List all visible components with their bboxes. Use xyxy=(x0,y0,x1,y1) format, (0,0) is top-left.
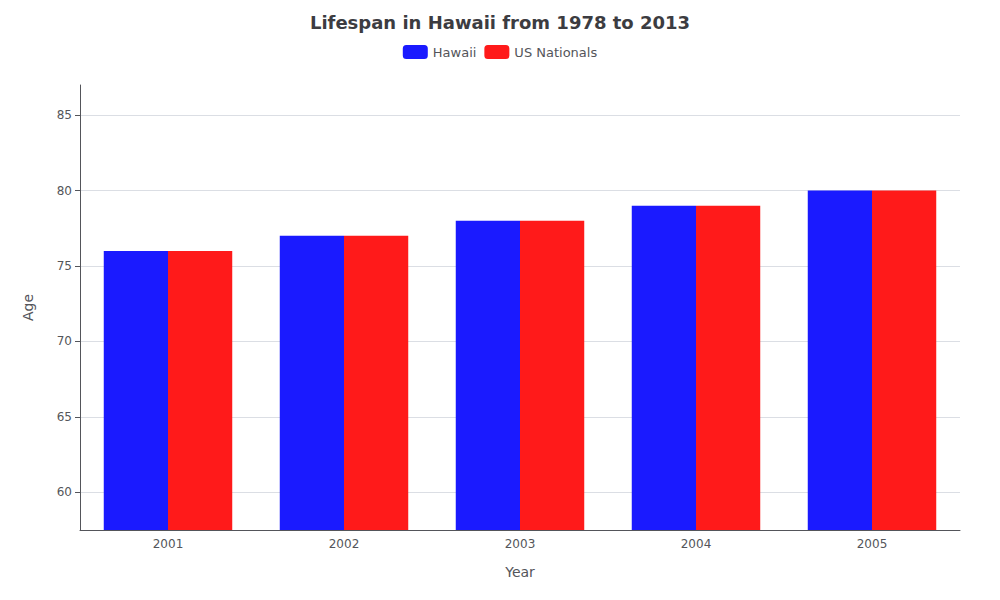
svg-text:60: 60 xyxy=(57,485,72,499)
svg-text:80: 80 xyxy=(57,184,72,198)
svg-text:2002: 2002 xyxy=(329,537,360,551)
svg-text:2004: 2004 xyxy=(681,537,712,551)
svg-text:Age: Age xyxy=(20,294,36,321)
svg-text:70: 70 xyxy=(57,334,72,348)
svg-text:75: 75 xyxy=(57,259,72,273)
svg-text:2001: 2001 xyxy=(153,537,184,551)
svg-text:Hawaii: Hawaii xyxy=(433,45,477,60)
svg-text:2003: 2003 xyxy=(505,537,536,551)
svg-text:Lifespan in Hawaii from 1978 t: Lifespan in Hawaii from 1978 to 2013 xyxy=(310,12,690,33)
svg-text:65: 65 xyxy=(57,410,72,424)
svg-text:US Nationals: US Nationals xyxy=(514,45,597,60)
svg-text:85: 85 xyxy=(57,108,72,122)
svg-text:Year: Year xyxy=(504,564,535,580)
svg-text:2005: 2005 xyxy=(857,537,888,551)
